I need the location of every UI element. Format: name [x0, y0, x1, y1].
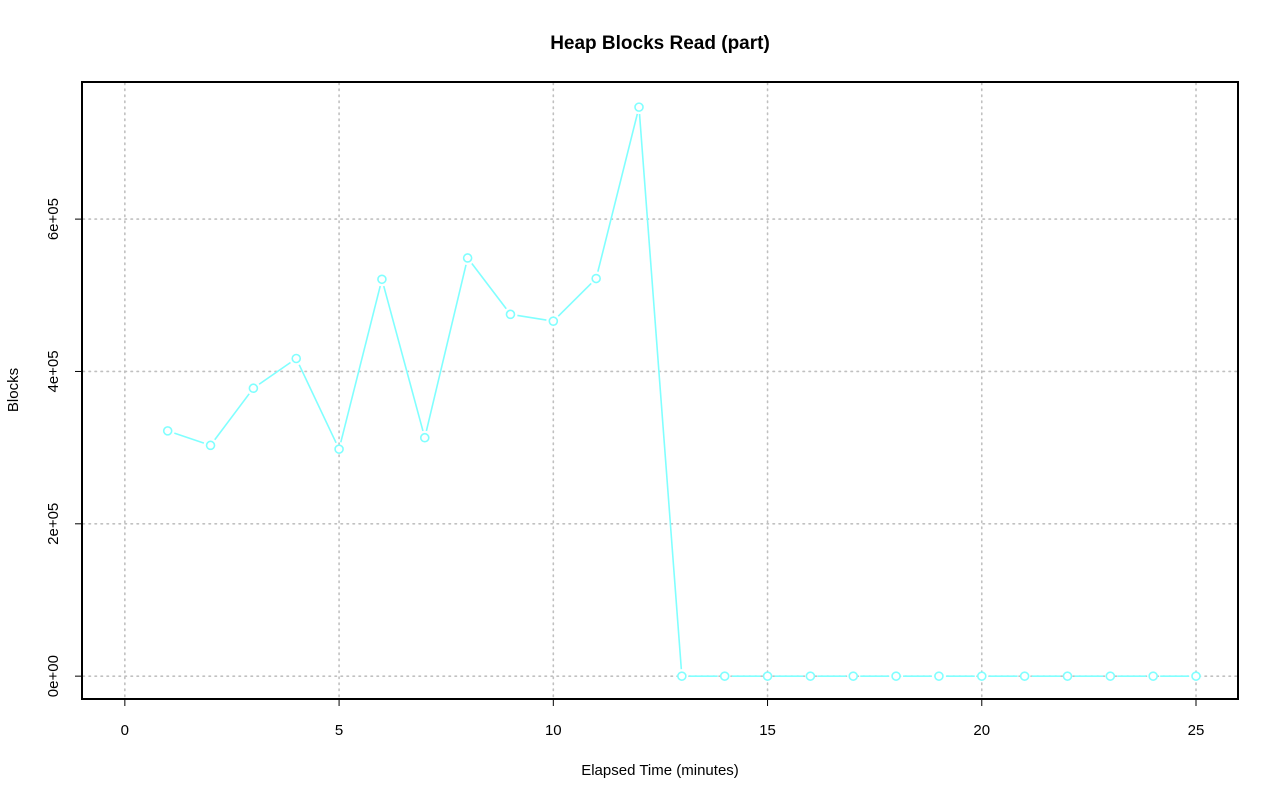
y-axis-label: Blocks	[5, 368, 22, 412]
chart-title: Heap Blocks Read (part)	[550, 33, 770, 54]
series-line-segment	[471, 263, 507, 310]
data-point	[291, 353, 302, 364]
data-point	[205, 440, 216, 451]
data-point	[762, 671, 773, 681]
series-line-segment	[340, 285, 381, 443]
data-point	[505, 309, 516, 320]
data-point	[334, 444, 344, 454]
y-tick-label: 0e+00	[45, 655, 62, 697]
data-point	[377, 274, 387, 285]
data-point	[805, 671, 816, 681]
grid	[82, 82, 1238, 699]
series-line-segment	[382, 285, 424, 432]
x-tick-label: 25	[1188, 722, 1205, 739]
data-point	[248, 383, 259, 394]
series-line-segment	[557, 282, 592, 317]
data-point	[891, 671, 901, 681]
axes: 0 5 10 15 20 25 0e+00 2e+05 4e+05 6e+05	[45, 198, 1204, 739]
data-point	[1105, 671, 1116, 681]
x-axis-label: Elapsed Time (minutes)	[581, 762, 739, 779]
x-tick-label: 20	[973, 722, 990, 739]
series-line-segment	[638, 114, 683, 670]
series-line-segment	[517, 314, 547, 321]
x-tick-label: 0	[121, 722, 129, 739]
data-point	[976, 671, 987, 681]
data-point	[1191, 671, 1201, 681]
data-point	[1148, 671, 1158, 681]
y-tick-label: 4e+05	[45, 350, 62, 392]
data-point	[848, 671, 859, 681]
series-line-segment	[258, 361, 291, 385]
series-line-segment	[298, 364, 337, 444]
series-line-segment	[425, 264, 467, 432]
series-line-segment	[174, 432, 205, 444]
series-line-segment	[214, 393, 250, 441]
series-layer	[162, 102, 1201, 681]
y-tick-label: 2e+05	[45, 503, 62, 545]
y-tick-label: 6e+05	[45, 198, 62, 240]
data-point	[419, 432, 430, 443]
x-tick-label: 5	[335, 722, 343, 739]
data-point	[591, 273, 601, 284]
data-point	[462, 253, 473, 263]
data-point	[634, 102, 644, 112]
data-point	[162, 426, 173, 436]
data-point	[1062, 671, 1073, 681]
x-tick-label: 15	[759, 722, 776, 739]
series-line-segment	[597, 113, 639, 272]
data-point	[677, 671, 687, 681]
data-point	[548, 316, 559, 326]
data-point	[934, 671, 944, 681]
data-point	[1019, 671, 1030, 681]
data-point	[719, 671, 730, 681]
x-tick-label: 10	[545, 722, 562, 739]
